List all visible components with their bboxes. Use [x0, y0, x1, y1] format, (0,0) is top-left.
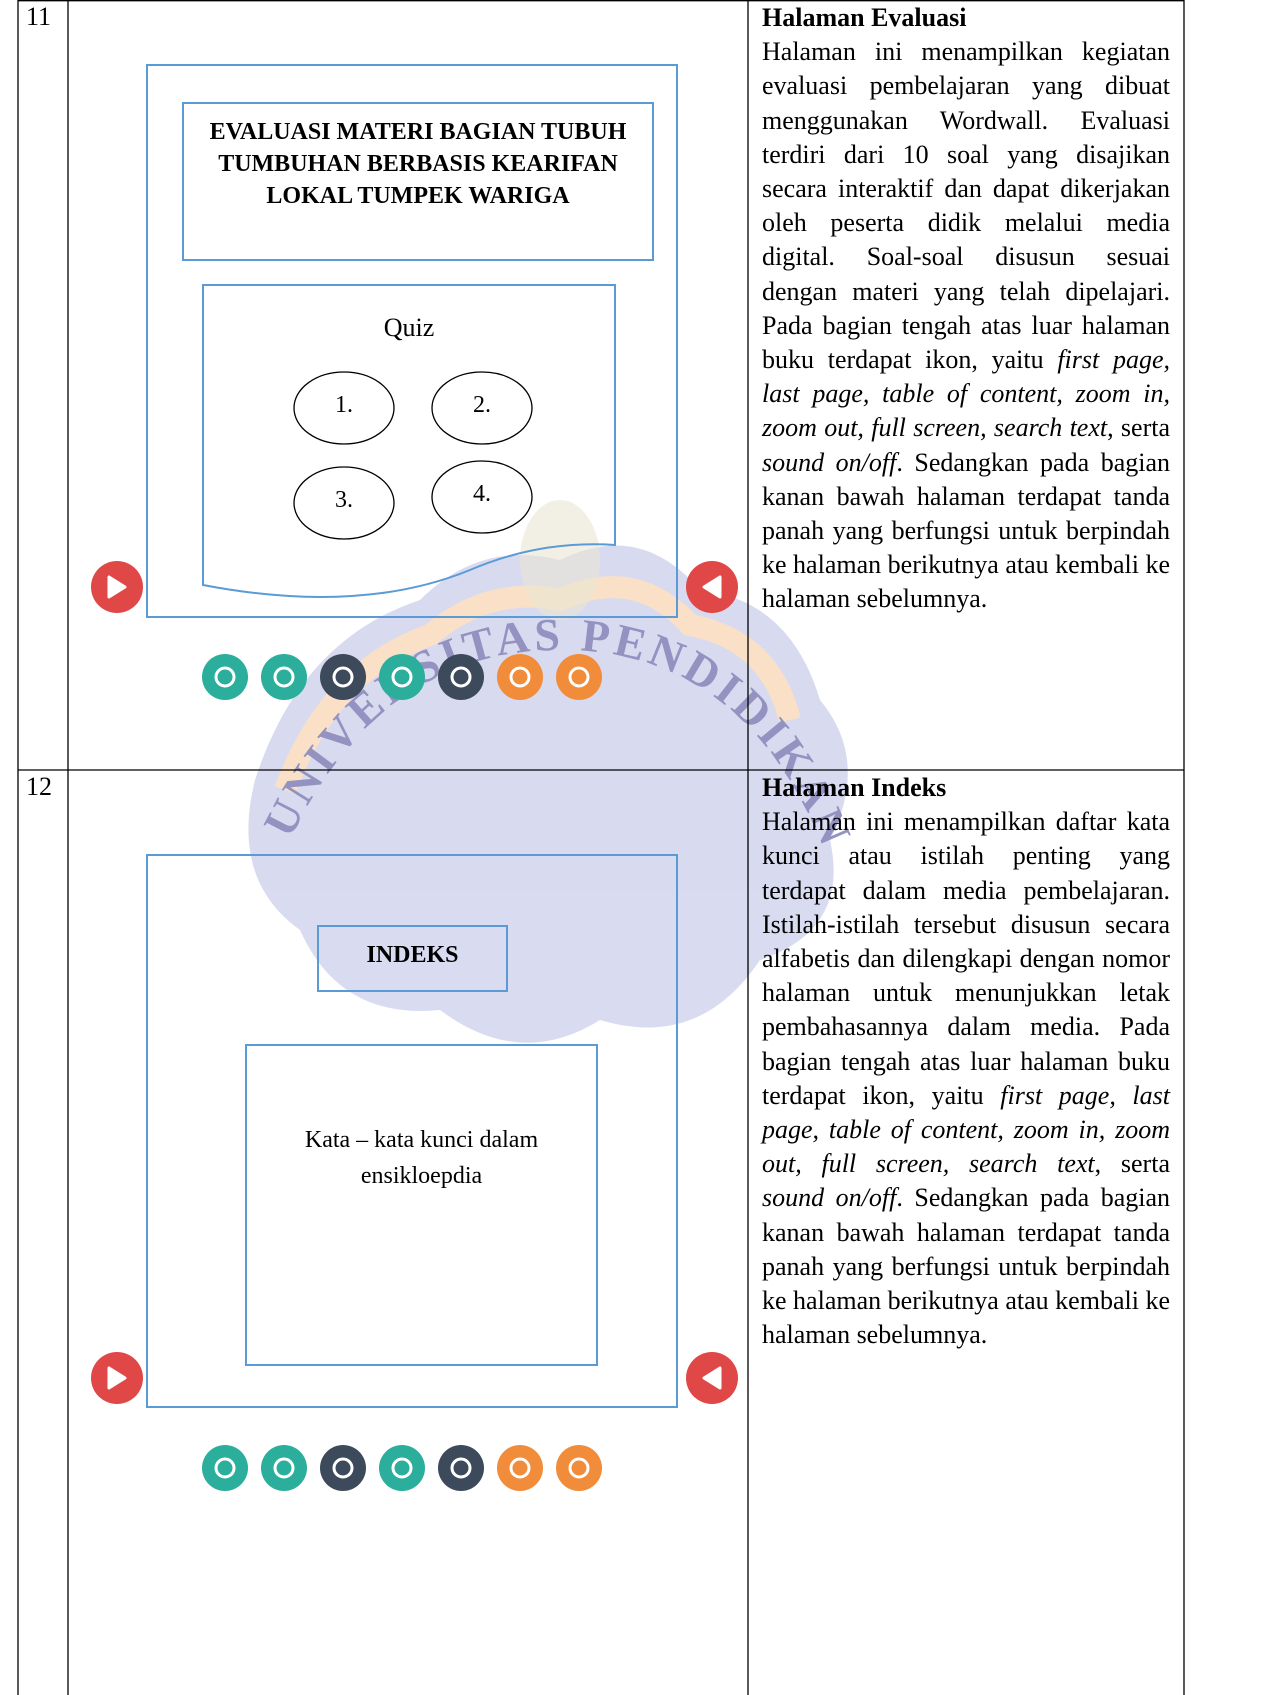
table-lines	[17, 0, 1185, 1695]
icon	[450, 666, 472, 688]
text-segment: sound on/off	[762, 447, 897, 477]
icon	[391, 666, 413, 688]
icon	[568, 666, 590, 688]
icon	[391, 1457, 413, 1479]
icon	[556, 654, 602, 700]
quiz-option: 4.	[473, 481, 491, 507]
icon	[261, 654, 307, 700]
icon	[497, 654, 543, 700]
icon	[202, 654, 248, 700]
icon	[379, 654, 425, 700]
text-segment: Halaman ini menampilkan daftar kata kunc…	[762, 807, 1170, 1110]
icon	[438, 654, 484, 700]
text-segment: Halaman ini menampilkan kegiatan evaluas…	[762, 37, 1170, 375]
icon	[107, 1366, 127, 1390]
quiz-option: 3.	[335, 487, 353, 513]
icon	[273, 1457, 295, 1479]
icon	[320, 1445, 366, 1491]
icon	[320, 654, 366, 700]
icon	[261, 1445, 307, 1491]
icon	[273, 666, 295, 688]
icon	[702, 575, 722, 599]
icon	[438, 1445, 484, 1491]
icon	[509, 666, 531, 688]
text-segment: , serta	[1094, 1149, 1170, 1179]
icon	[214, 666, 236, 688]
text-segment: . Sedangkan pada bagian kanan bawah hala…	[762, 1183, 1170, 1350]
icon	[202, 1445, 248, 1491]
icon	[556, 1445, 602, 1491]
quiz-label: Quiz	[383, 313, 435, 342]
description: Halaman Indeks Halaman ini menampilkan da…	[762, 771, 1170, 1352]
quiz-ovals	[293, 371, 533, 540]
description: Halaman Evaluasi Halaman ini menampilkan …	[762, 1, 1170, 617]
text-segment: first page, last page, table of content,…	[762, 345, 1170, 443]
text-segment: sound on/off	[762, 1183, 897, 1213]
icon	[450, 1457, 472, 1479]
description-heading: Halaman Evaluasi	[762, 3, 967, 32]
quiz-option: 1.	[335, 392, 353, 418]
row-number: 12	[26, 772, 52, 801]
icon	[214, 1457, 236, 1479]
icon	[509, 1457, 531, 1479]
text-segment: , serta	[1107, 413, 1170, 443]
icon	[568, 1457, 590, 1479]
quiz-option: 2.	[473, 392, 491, 418]
mockup-body: Kata – kata kunci dalam ensikloepdia	[304, 1127, 539, 1189]
description-text: Halaman ini menampilkan kegiatan evaluas…	[762, 35, 1170, 616]
mockup-title: EVALUASI MATERI BAGIAN TUBUH TUMBUHAN BE…	[209, 119, 627, 209]
text-segment: first page, last page, table of content,…	[762, 1080, 1170, 1179]
icon	[107, 575, 127, 599]
text-segment: . Sedangkan pada bagian kanan bawah hala…	[762, 447, 1170, 614]
row-number: 11	[26, 2, 52, 31]
mockup-title: INDEKS	[366, 942, 459, 968]
description-text: Halaman ini menampilkan daftar kata kunc…	[762, 805, 1170, 1352]
description-heading: Halaman Indeks	[762, 773, 947, 802]
mockup-frames	[146, 64, 678, 1408]
icon	[497, 1445, 543, 1491]
icon	[332, 666, 354, 688]
icon	[332, 1457, 354, 1479]
icon	[702, 1366, 722, 1390]
icon	[379, 1445, 425, 1491]
nav-icons	[91, 561, 738, 1491]
